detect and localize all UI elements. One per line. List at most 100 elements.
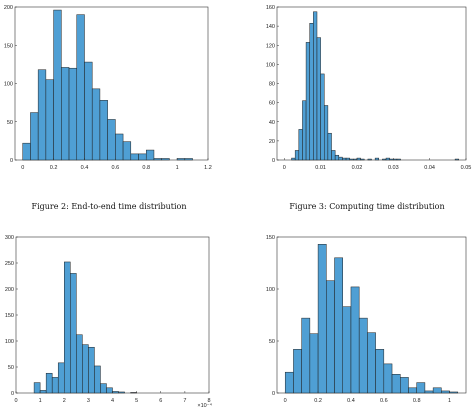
histogram-bar (118, 391, 125, 394)
x-tick-label: 0.2 (50, 165, 58, 171)
histogram-bar (342, 306, 352, 394)
histogram-end-to-end: 0 50 100 150 200 0 0.2 0.4 0.6 0.8 1 1.2 (4, 5, 212, 171)
caption-figure-2: Figure 2: End-to-end time distribution (32, 202, 187, 211)
histogram-bar (45, 372, 53, 394)
histogram-bar (82, 344, 89, 394)
y-tick-label: 20 (269, 139, 275, 145)
histogram-bar (432, 387, 442, 394)
histogram-bar (53, 9, 62, 161)
histogram-bar (385, 157, 390, 161)
y-tick-label: 40 (269, 120, 275, 126)
y-tick-label: 0 (11, 391, 14, 397)
x-tick-label: 6 (159, 398, 162, 404)
histogram-bar (350, 286, 360, 394)
histogram-bar (39, 390, 47, 394)
histogram-bar (284, 371, 294, 394)
histogram-bar (309, 333, 319, 394)
histogram-bar (70, 273, 77, 394)
x-tick-label: 0.4 (347, 398, 355, 404)
x-tick-label: 5 (135, 398, 138, 404)
histogram-bar (327, 132, 332, 161)
y-tick-label: 140 (266, 24, 275, 30)
y-tick-label: 200 (4, 5, 13, 11)
x-tick-label: 3 (87, 398, 90, 404)
histogram-bar (94, 365, 101, 394)
y-tick-label: 160 (266, 5, 275, 11)
histogram-bar (138, 153, 147, 161)
histogram-bar (30, 112, 39, 161)
histogram-bar (107, 119, 116, 161)
y-tick-label: 100 (266, 287, 275, 293)
y-tick-label: 100 (4, 82, 13, 88)
x-tick-label: 1 (448, 398, 451, 404)
histogram-bar (115, 133, 124, 161)
histogram-bar (358, 317, 368, 394)
y-tick-label: 150 (266, 235, 275, 241)
y-tick-label: 50 (7, 120, 13, 126)
x-tick-label: 0 (21, 165, 24, 171)
histogram-bar (375, 349, 385, 394)
histogram-bar (100, 383, 107, 394)
histogram-bar (88, 346, 95, 394)
histogram-bar (356, 157, 361, 161)
histogram-bar (33, 382, 41, 394)
y-tick-label: 50 (269, 339, 275, 345)
histogram-bar (326, 280, 335, 394)
x-tick-label: 0.05 (461, 165, 472, 171)
y-tick-label: 100 (266, 62, 275, 68)
histogram-bar (64, 261, 71, 394)
histogram-bar (301, 317, 311, 394)
histogram-bar (76, 334, 83, 394)
x-tick-label: 0.03 (388, 165, 399, 171)
histogram-bar (353, 158, 358, 161)
histogram-bar (320, 73, 325, 161)
y-tick-label: 50 (8, 365, 14, 371)
histogram-bar (91, 88, 101, 161)
histogram-bar (416, 382, 426, 394)
histogram-bar (161, 158, 170, 161)
y-tick-label: 200 (5, 287, 14, 293)
histogram-bar (393, 158, 398, 161)
y-tick-label: 80 (269, 82, 275, 88)
histogram-bar (45, 79, 54, 161)
histogram-bar (293, 349, 302, 394)
histogram-bar (294, 150, 300, 161)
histogram-bar (22, 142, 31, 161)
x-tick-label: 2 (63, 398, 66, 404)
histogram-bar (367, 158, 372, 161)
histogram-bar (324, 105, 329, 161)
y-tick-label: 0 (10, 158, 13, 164)
histogram-bar (349, 158, 354, 161)
histogram-bar (367, 332, 376, 394)
x-exponent-label: ×10⁻⁴ (197, 402, 212, 409)
histogram-bar (61, 67, 70, 161)
x-tick-label: 1 (176, 165, 179, 171)
histogram-bar (302, 100, 307, 161)
y-tick-label: 300 (5, 235, 14, 241)
x-tick-label: 0 (284, 398, 287, 404)
x-tick-label: 0.01 (315, 165, 326, 171)
x-tick-label: 4 (111, 398, 114, 404)
x-tick-label: 0.4 (81, 165, 89, 171)
histogram-bar (176, 158, 186, 161)
x-tick-label: 0.02 (352, 165, 363, 171)
histogram-bar (331, 150, 336, 161)
histogram-bar (305, 42, 310, 161)
histogram-bar (449, 391, 459, 394)
histogram-bar (454, 158, 459, 161)
histogram-bar (184, 158, 193, 161)
histogram-bar (76, 14, 85, 161)
histogram-bottom-left: 0 50 100 150 200 250 300 0 1 2 3 4 5 6 7 8×10⁻⁴ (5, 235, 213, 409)
histogram-bar (338, 156, 343, 161)
histogram-computing: 0 20 40 60 80 100 120 140 160 0 0.01 0.02 0.03 0.04 0.… (266, 5, 472, 171)
histogram-bar (68, 67, 78, 161)
histogram-bar (334, 154, 340, 161)
histogram-bar (360, 158, 365, 161)
x-tick-label: 0.8 (413, 398, 421, 404)
x-tick-label: 0.6 (112, 165, 120, 171)
histogram-bar (391, 374, 401, 394)
histogram-bar (374, 157, 380, 161)
histogram-bottom-right: 0 50 100 150 0 0.2 0.4 0.6 0.8 1 (266, 235, 467, 404)
histogram-bar (84, 61, 93, 161)
